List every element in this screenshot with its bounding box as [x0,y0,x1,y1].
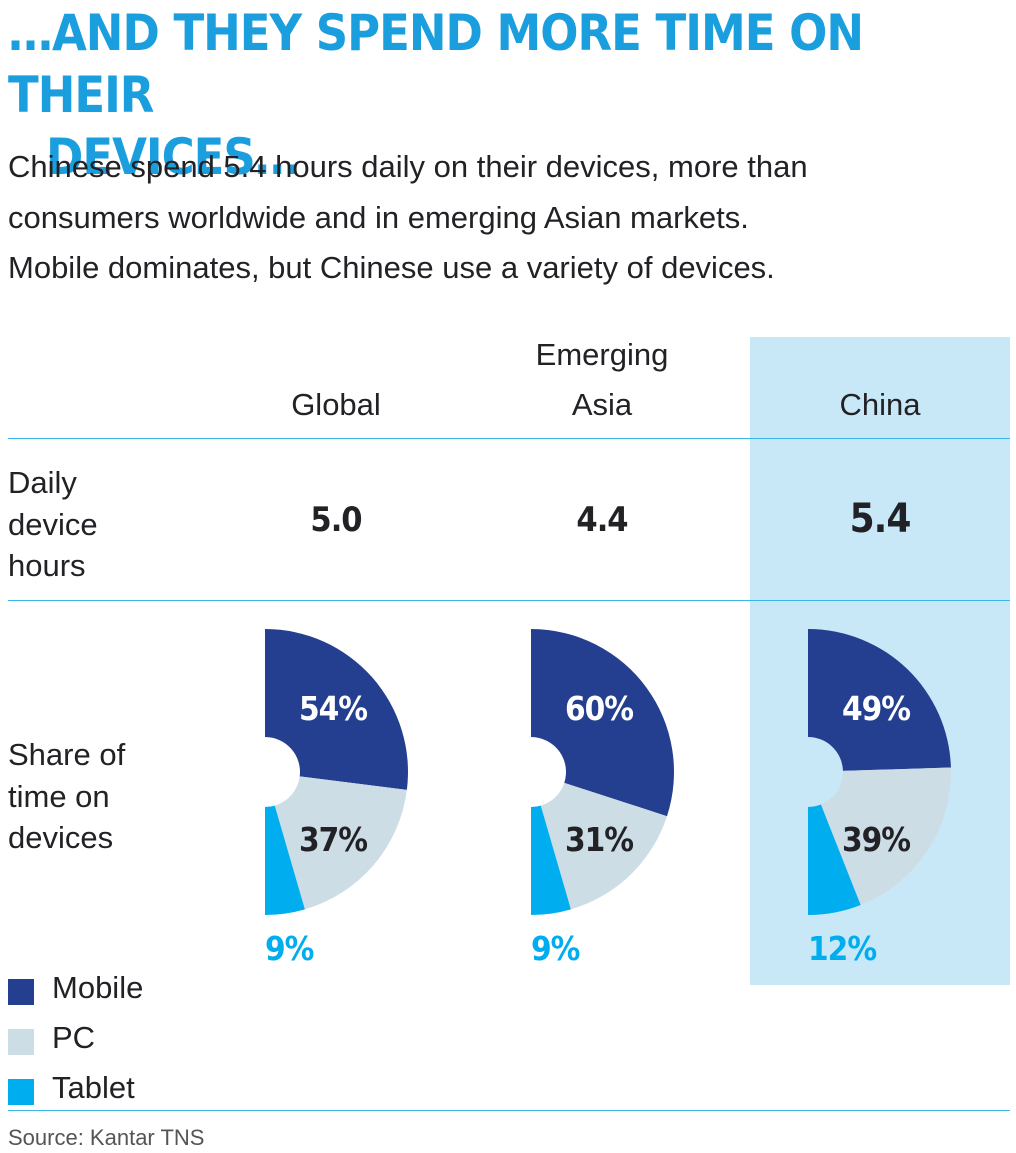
row-label-share-of-time: Share of time on devices [8,737,126,855]
row-divider [8,600,1010,601]
title-line-2: devices… [46,128,300,186]
subtitle-line-1: Chinese spend 5.4 hours daily on their d… [8,149,808,184]
header-divider [8,438,1010,439]
subtitle-line-2: consumers worldwide and in emerging Asia… [8,199,749,235]
column-header-china: China [839,387,921,422]
legend-swatch-mobile [8,979,34,1005]
legend-item-mobile: Mobile [8,965,143,1015]
pie-label-china-mobile: 49% [842,689,910,728]
column-header-emerging-asia: Emerging Asia [535,337,669,422]
hours-value-global: 5.0 [310,500,362,540]
subtitle-line-3: Mobile dominates, but Chinese use a vari… [8,250,775,285]
source-note: Source: Kantar TNS [8,1125,205,1150]
legend-swatch-tablet [8,1079,34,1105]
pie-label-emerging-asia-pc: 31% [565,820,633,859]
legend-label-tablet: Tablet [52,1070,135,1105]
pie-slice-global-pc [274,776,407,910]
pie-slice-china-tablet [808,804,861,915]
legend: Mobile PC Tablet [8,965,143,1115]
pie-slice-china-mobile [808,629,951,771]
pie-slice-emerging-asia-tablet [531,805,571,915]
pie-slice-global-mobile [265,629,408,790]
legend-item-pc: PC [8,1015,143,1065]
legend-item-tablet: Tablet [8,1065,143,1115]
legend-label-mobile: Mobile [52,970,144,1005]
pie-label-global-tablet: 9% [265,929,314,968]
pie-label-emerging-asia-tablet: 9% [531,929,580,968]
legend-label-pc: PC [52,1020,96,1055]
pie-label-emerging-asia-mobile: 60% [565,689,633,728]
pie-label-global-pc: 37% [299,820,367,859]
footer-divider [8,1110,1010,1111]
subtitle: Chinese spend 5.4 hours daily on their d… [8,142,1008,294]
pie-slice-china-pc [820,767,952,905]
pie-slice-global-tablet [265,805,305,915]
legend-swatch-pc [8,1029,34,1055]
column-header-global: Global [291,387,381,422]
pie-label-global-mobile: 54% [299,689,367,728]
pie-slice-emerging-asia-pc [540,782,668,910]
title-line-1: …and they spend more time on their [8,4,864,124]
pie-slice-emerging-asia-mobile [531,629,674,817]
hours-value-emerging-asia: 4.4 [576,500,628,540]
share-pies: 54% 37% 9% 60% 31% 9% 49% 39% 12% [265,629,952,968]
row-label-daily-hours: Daily device hours [8,465,98,583]
pie-label-china-pc: 39% [842,820,910,859]
hours-value-china: 5.4 [849,496,912,542]
pie-label-china-tablet: 12% [808,929,876,968]
chart-title: …and they spend more time on their devic… [8,2,1008,188]
